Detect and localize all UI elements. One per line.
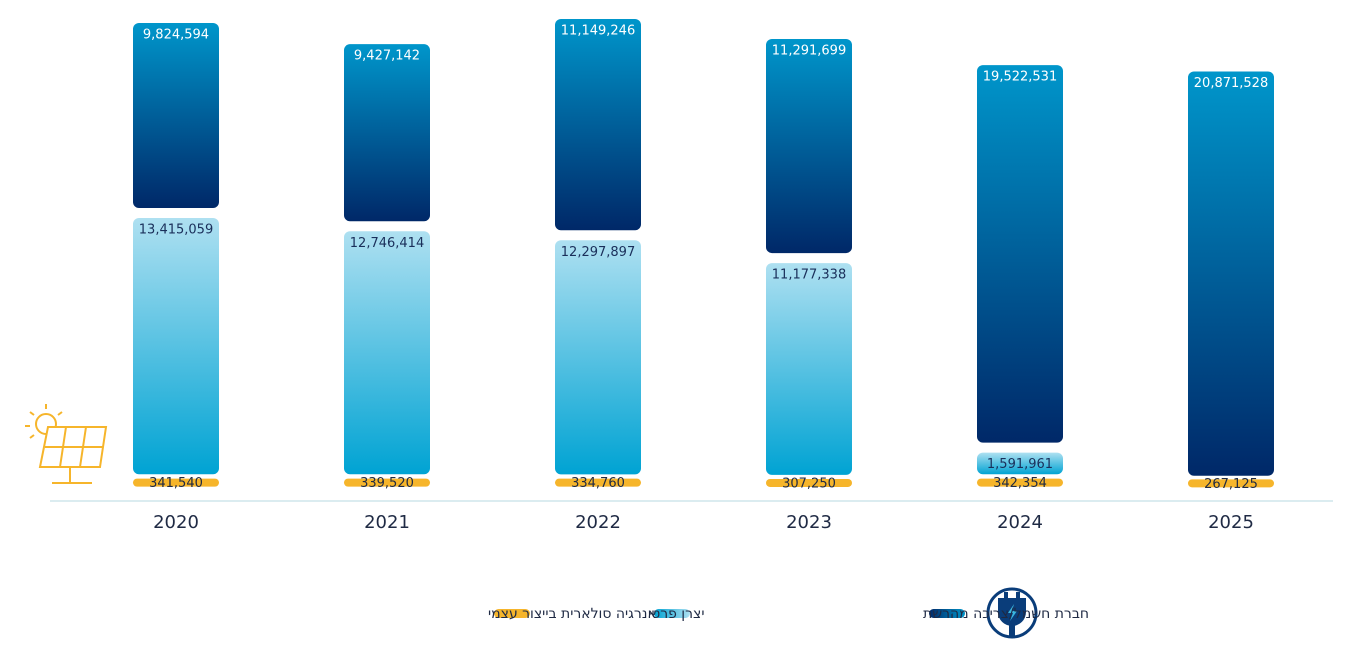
bar-segment bbox=[555, 478, 641, 487]
bar-segment bbox=[977, 452, 1063, 475]
bar-segment bbox=[766, 478, 852, 487]
bar-segment bbox=[133, 22, 219, 208]
plug-icon bbox=[986, 587, 1038, 639]
bar-segment bbox=[133, 478, 219, 487]
value-label: 9,427,142 bbox=[354, 49, 420, 64]
value-label: 12,746,414 bbox=[350, 236, 424, 251]
value-label: 12,297,897 bbox=[561, 245, 635, 260]
legend-label: חברת חשמל/צריכה מהרשת bbox=[923, 606, 1089, 622]
x-tick-label: 2024 bbox=[997, 512, 1043, 533]
legend-label: אנרגיה סולארית בייצור עצמי bbox=[488, 606, 657, 622]
x-tick-label: 2025 bbox=[1208, 512, 1254, 533]
bar-segment bbox=[133, 217, 219, 475]
value-label: 342,354 bbox=[993, 476, 1047, 491]
bar-segment bbox=[555, 19, 641, 231]
value-label: 307,250 bbox=[782, 476, 836, 491]
legend-label: יצרן פרטי bbox=[648, 606, 704, 622]
bar-segment bbox=[766, 263, 852, 475]
legend-swatch bbox=[654, 609, 690, 618]
bar-segment bbox=[344, 231, 430, 475]
bar-segment bbox=[1188, 71, 1274, 476]
x-tick-label: 2022 bbox=[575, 512, 621, 533]
solar-icon bbox=[25, 404, 108, 484]
value-label: 1,591,961 bbox=[987, 457, 1053, 472]
x-tick-label: 2020 bbox=[153, 512, 199, 533]
x-tick-label: 2021 bbox=[364, 512, 410, 533]
value-label: 341,540 bbox=[149, 476, 203, 491]
value-label: 9,824,594 bbox=[143, 27, 209, 42]
value-label: 267,125 bbox=[1204, 477, 1258, 492]
legend-swatch bbox=[929, 609, 965, 618]
value-label: 334,760 bbox=[571, 476, 625, 491]
bar-segment bbox=[344, 44, 430, 222]
bar-segment bbox=[977, 478, 1063, 487]
value-label: 19,522,531 bbox=[983, 70, 1057, 85]
bar-segment bbox=[1188, 479, 1274, 488]
bar-segment bbox=[555, 240, 641, 475]
value-label: 339,520 bbox=[360, 476, 414, 491]
bar-segment bbox=[977, 65, 1063, 443]
legend-swatch bbox=[494, 609, 530, 618]
bar-segment bbox=[766, 38, 852, 254]
bar-segment bbox=[344, 478, 430, 487]
value-label: 20,871,528 bbox=[1194, 76, 1268, 91]
value-label: 11,149,246 bbox=[561, 24, 635, 39]
value-label: 13,415,059 bbox=[139, 222, 213, 237]
value-label: 11,177,338 bbox=[772, 268, 846, 283]
value-label: 11,291,699 bbox=[772, 43, 846, 58]
x-tick-label: 2023 bbox=[786, 512, 832, 533]
